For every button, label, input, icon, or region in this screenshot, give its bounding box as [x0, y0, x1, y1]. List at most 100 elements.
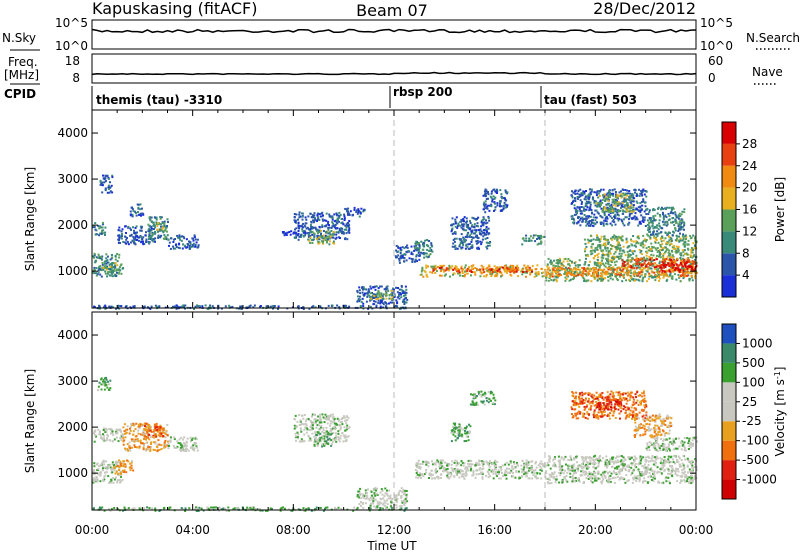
echo-cell: [590, 253, 593, 256]
echo-cell: [456, 226, 459, 229]
echo-cell: [429, 246, 432, 249]
echo-cell: [595, 191, 598, 194]
echo-cell: [622, 222, 625, 225]
echo-cell: [522, 271, 525, 273]
echo-cell: [301, 218, 304, 221]
echo-cell: [133, 440, 136, 443]
echo-cell: [423, 242, 426, 245]
echo-cell: [469, 220, 471, 222]
echo-cell: [610, 261, 613, 263]
echo-cell: [104, 266, 106, 269]
echo-cell: [297, 226, 300, 229]
echo-cell: [595, 262, 598, 264]
echo-cell: [622, 199, 625, 202]
echo-cell: [639, 209, 642, 212]
echo-cell: [621, 203, 624, 206]
echo-cell: [130, 461, 133, 464]
echo-cell: [660, 240, 663, 243]
echo-cell: [656, 212, 659, 215]
echo-cell: [466, 225, 469, 227]
echo-cell: [318, 236, 321, 239]
echo-cell: [361, 291, 364, 294]
echo-cell: [381, 302, 384, 305]
echo-cell: [356, 291, 359, 294]
echo-cell: [125, 242, 128, 245]
echo-cell: [635, 272, 638, 275]
echo-cell: [94, 433, 97, 436]
echo-cell: [482, 194, 485, 197]
echo-cell: [463, 266, 466, 269]
echo-cell: [649, 249, 652, 252]
echo-cell: [145, 231, 147, 234]
echo-cell: [123, 423, 126, 426]
echo-cell: [690, 251, 693, 254]
echo-cell: [662, 208, 665, 210]
echo-cell: [448, 269, 450, 272]
echo-cell: [594, 247, 597, 250]
echo-cell: [528, 240, 530, 242]
echo-cell: [556, 259, 559, 262]
echo-cell: [607, 199, 610, 202]
echo-cell: [602, 224, 605, 227]
echo-cell: [454, 225, 457, 228]
echo-cell: [654, 219, 657, 222]
echo-cell: [403, 253, 406, 255]
echo-cell: [662, 216, 665, 219]
echo-cell: [178, 247, 181, 250]
echo-cell: [681, 261, 684, 263]
echo-cell: [168, 244, 170, 247]
echo-cell: [111, 270, 114, 273]
echo-cell: [160, 434, 163, 437]
echo-cell: [680, 213, 683, 216]
echo-cell: [137, 440, 140, 443]
echo-cell: [105, 471, 108, 474]
echo-cell: [596, 190, 599, 193]
echo-cell: [651, 271, 654, 274]
echo-cell: [629, 213, 632, 215]
echo-cell: [652, 219, 655, 222]
echo-cell: [104, 177, 107, 180]
echo-cell: [134, 233, 137, 236]
echo-cell: [629, 192, 632, 195]
echo-cell: [500, 266, 503, 269]
echo-cell: [93, 269, 96, 271]
echo-cell: [96, 478, 99, 481]
echo-cell: [620, 252, 623, 255]
echo-cell: [668, 269, 671, 272]
echo-cell: [647, 266, 649, 269]
echo-cell: [633, 267, 636, 270]
echo-cell: [164, 439, 167, 442]
echo-cell: [636, 201, 639, 204]
echo-cell: [379, 302, 382, 305]
echo-cell: [624, 189, 627, 191]
echo-cell: [496, 204, 499, 207]
echo-cell: [585, 268, 588, 271]
echo-region: [112, 459, 135, 475]
echo-cell: [110, 184, 113, 187]
echo-cell: [316, 213, 319, 216]
echo-cell: [637, 242, 640, 245]
echo-cell: [560, 274, 562, 277]
echo-cell: [144, 422, 147, 425]
echo-cell: [617, 201, 620, 204]
echo-cell: [463, 220, 465, 223]
echo-cell: [468, 266, 471, 269]
echo-cell: [632, 252, 635, 255]
echo-cell: [310, 227, 313, 230]
echo-cell: [646, 251, 649, 254]
echo-cell: [107, 270, 110, 273]
freq-tick-bottom: 8: [72, 71, 80, 85]
echo-cell: [680, 263, 683, 266]
echo-cell: [551, 267, 554, 270]
echo-cell: [650, 267, 653, 270]
echo-cell: [102, 229, 105, 232]
echo-cell: [493, 201, 496, 204]
echo-cell: [477, 241, 480, 244]
echo-cell: [150, 227, 153, 230]
echo-cell: [179, 443, 182, 446]
echo-cell: [690, 272, 693, 275]
echo-cell: [104, 381, 107, 384]
echo-cell: [602, 262, 604, 265]
echo-cell: [485, 198, 488, 200]
echo-cell: [195, 445, 198, 448]
